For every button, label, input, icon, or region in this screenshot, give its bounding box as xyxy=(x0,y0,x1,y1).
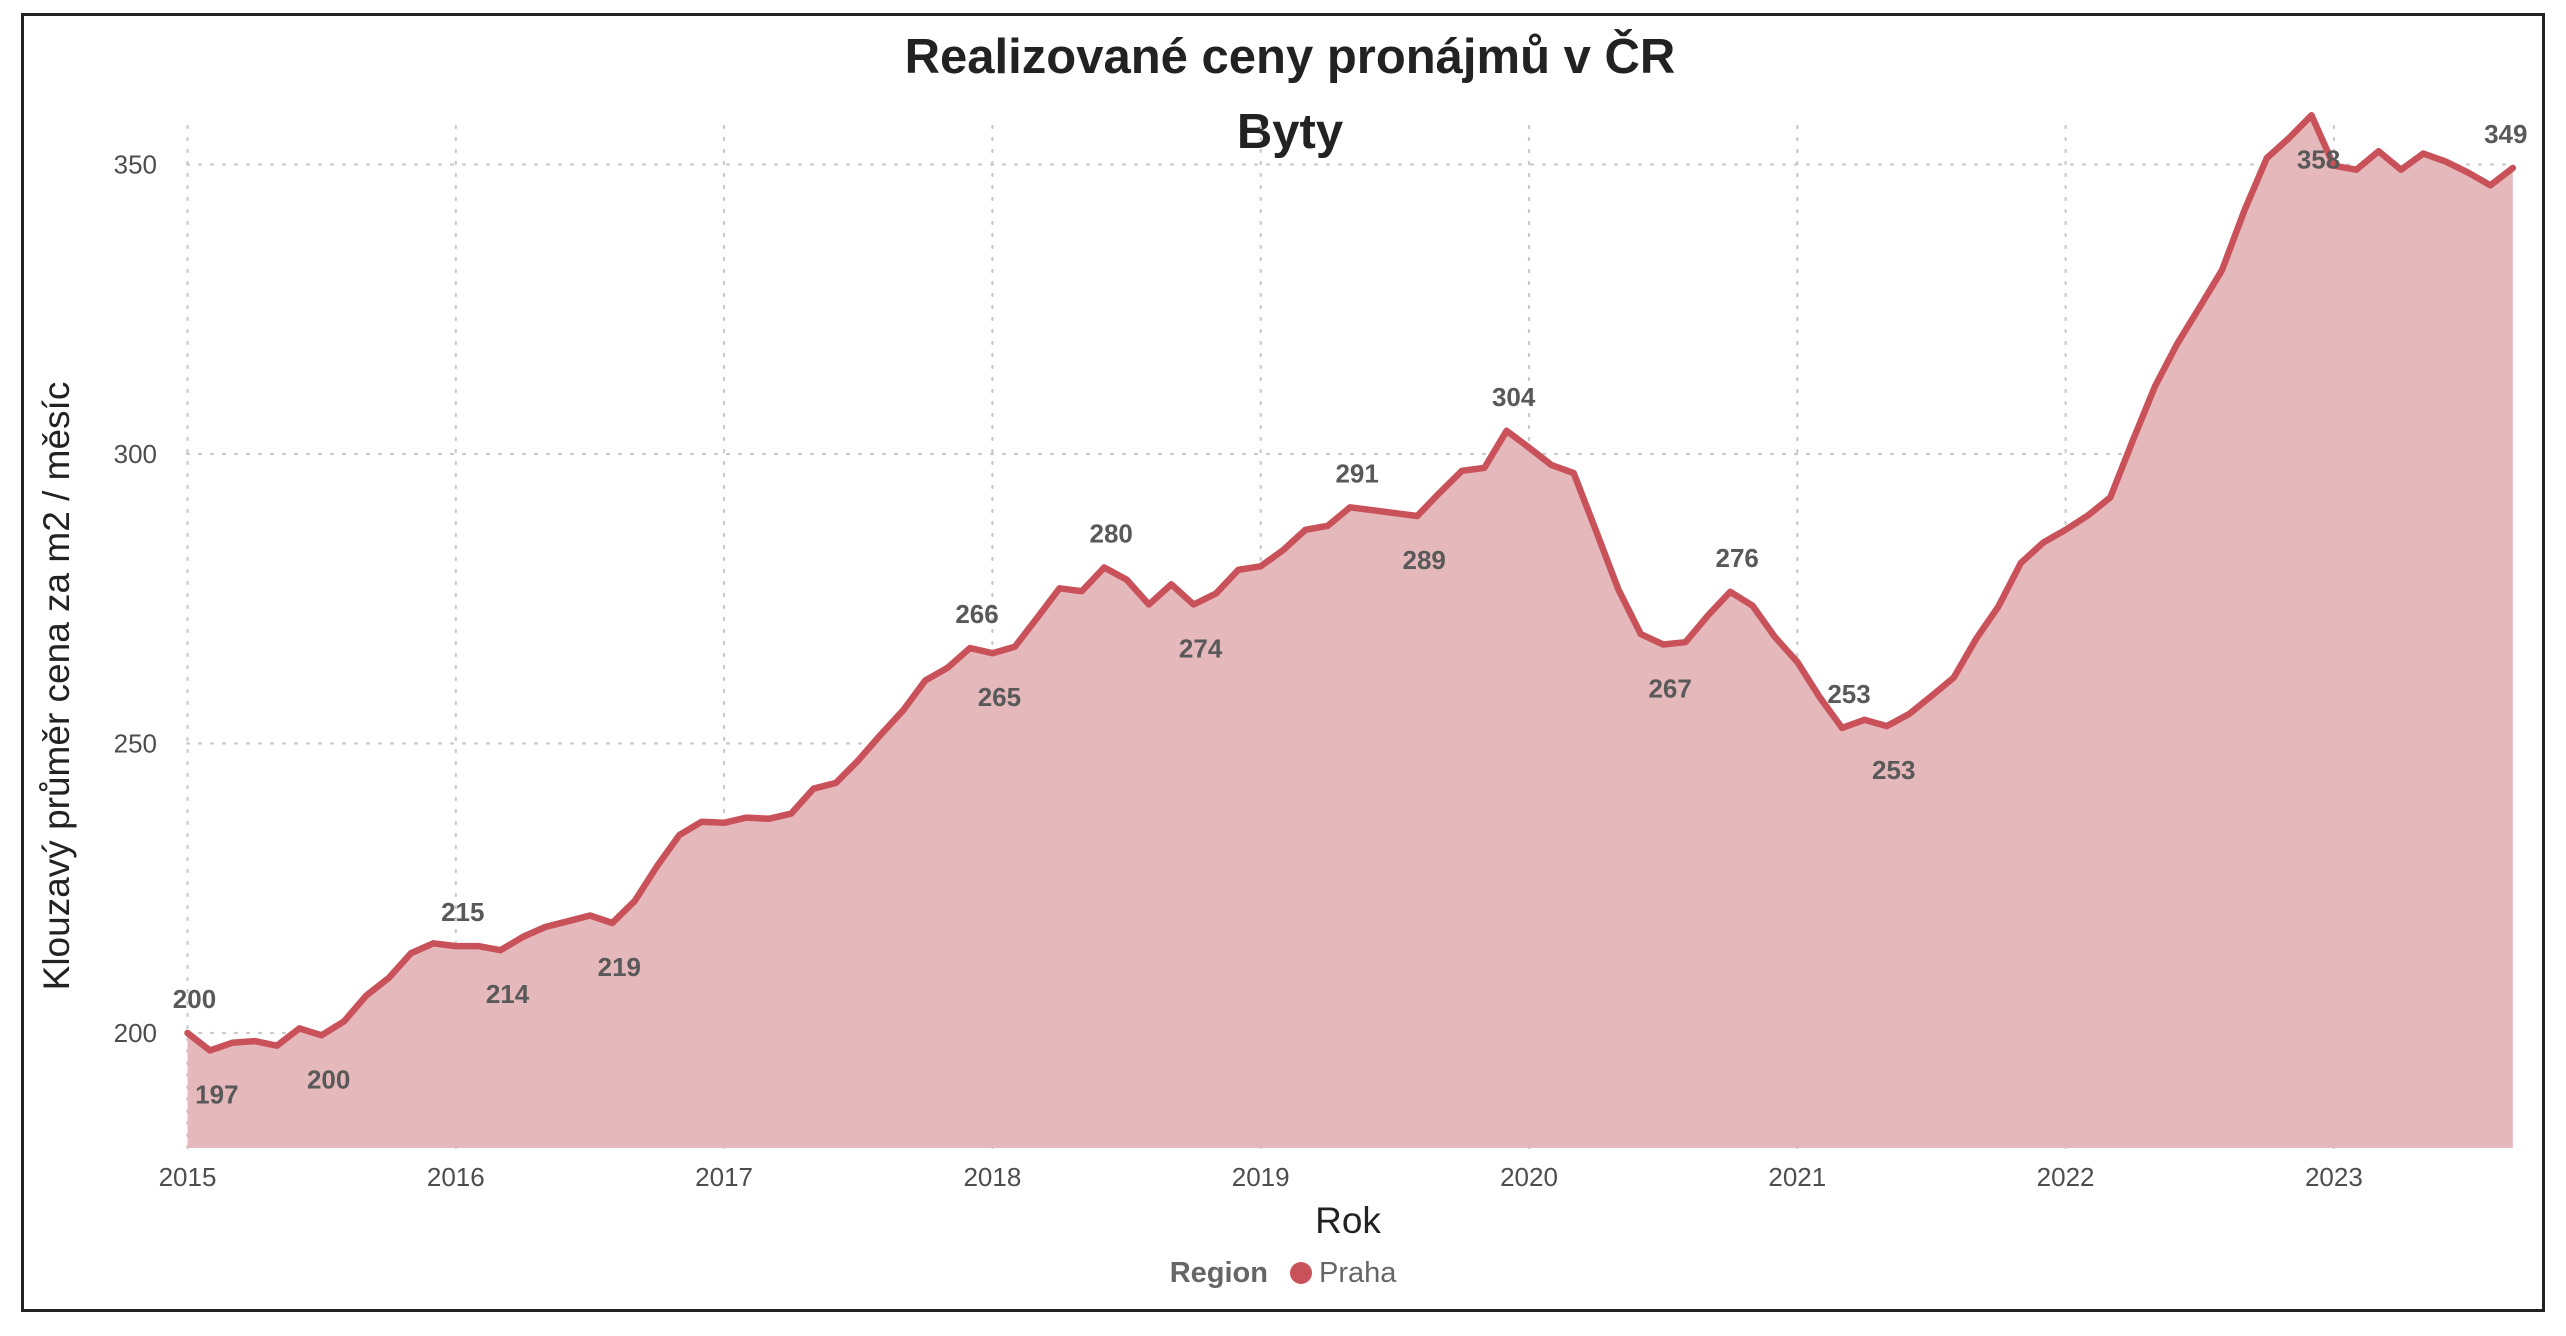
data-label: 276 xyxy=(1716,543,1759,573)
chart-title: Realizované ceny pronájmů v ČR xyxy=(905,29,1676,84)
data-label: 274 xyxy=(1179,634,1223,664)
x-tick-label: 2017 xyxy=(695,1162,753,1192)
data-label: 253 xyxy=(1872,755,1915,785)
x-tick-label: 2015 xyxy=(159,1162,217,1192)
tick-layer: 2015 2016 2017 2018 2019 2020 2021 2022 2023 200 2… xyxy=(114,150,2363,1193)
x-tick-label: 2022 xyxy=(2037,1162,2095,1192)
data-label: 267 xyxy=(1648,673,1691,703)
data-label: 215 xyxy=(441,897,484,927)
x-tick-label: 2021 xyxy=(1768,1162,1826,1192)
chart-svg: Realizované ceny pronájmů v ČR Byty 200 1… xyxy=(36,29,2528,1289)
y-axis-title: Klouzavý průměr cena za m2 / měsíc xyxy=(36,382,77,991)
chart-frame: Realizované ceny pronájmů v ČR Byty 200 1… xyxy=(21,13,2545,1312)
chart-subtitle: Byty xyxy=(1237,105,1343,159)
data-label: 253 xyxy=(1827,679,1870,709)
data-label: 289 xyxy=(1403,545,1446,575)
data-label: 358 xyxy=(2297,144,2340,174)
data-label: 291 xyxy=(1335,458,1378,488)
data-label: 214 xyxy=(486,979,530,1009)
x-tick-label: 2020 xyxy=(1500,1162,1558,1192)
y-tick-label: 350 xyxy=(114,150,157,180)
x-tick-label: 2023 xyxy=(2305,1162,2363,1192)
y-tick-label: 300 xyxy=(114,439,157,469)
data-label: 219 xyxy=(598,952,641,982)
x-tick-label: 2018 xyxy=(963,1162,1021,1192)
data-label: 266 xyxy=(955,599,998,629)
x-tick-label: 2019 xyxy=(1232,1162,1290,1192)
x-axis-title: Rok xyxy=(1315,1200,1381,1241)
legend: Region Praha xyxy=(1170,1257,1398,1289)
area-fill-praha xyxy=(187,115,2513,1148)
data-label: 200 xyxy=(173,984,216,1014)
y-tick-label: 250 xyxy=(114,729,157,759)
data-label: 197 xyxy=(195,1079,238,1109)
data-label: 280 xyxy=(1089,518,1132,548)
data-label: 265 xyxy=(978,682,1021,712)
y-tick-label: 200 xyxy=(114,1018,157,1048)
legend-marker xyxy=(1290,1262,1312,1284)
data-label: 349 xyxy=(2484,119,2527,149)
legend-title: Region xyxy=(1170,1257,1268,1289)
data-label-layer: 200 197 200 215 214 219 266 265 280 274 291 289 304 2… xyxy=(173,119,2528,1109)
x-tick-label: 2016 xyxy=(427,1162,485,1192)
data-label: 200 xyxy=(307,1064,350,1094)
area-layer xyxy=(184,112,2517,1148)
data-label: 304 xyxy=(1492,382,1536,412)
series-line-praha xyxy=(184,112,2517,1054)
legend-label: Praha xyxy=(1319,1257,1397,1289)
